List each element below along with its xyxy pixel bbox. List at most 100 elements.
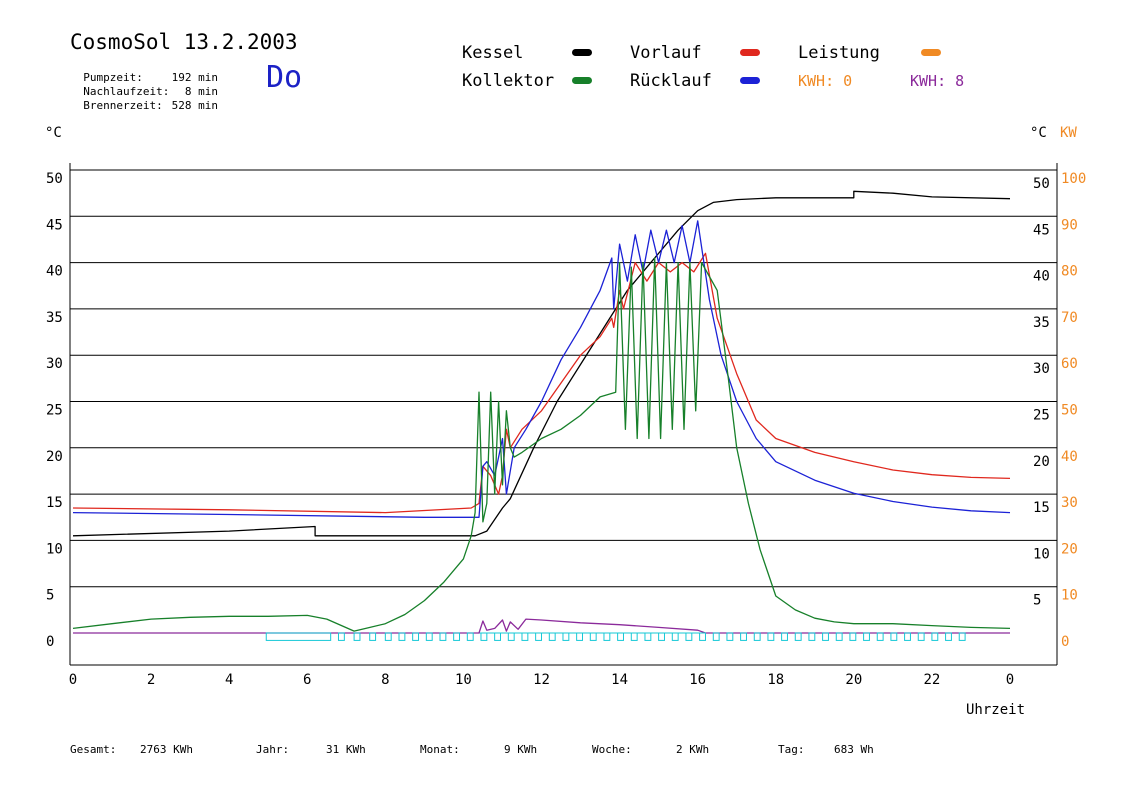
pump-pulse <box>398 632 406 641</box>
footer-monat-label: Monat: <box>420 743 460 756</box>
y-tick-label-left: 10 <box>46 541 63 557</box>
legend-kollektor-label: Kollektor <box>462 71 555 91</box>
info-value: 192 min <box>171 71 218 84</box>
legend-vorlauf-swatch <box>740 49 760 56</box>
footer-gesamt-value: 2763 KWh <box>140 743 193 756</box>
legend-kessel-swatch <box>572 49 592 56</box>
info-value: 8 min <box>184 85 218 98</box>
series-line-kessel <box>72 190 1011 537</box>
series-line-leistung <box>73 618 1010 634</box>
pump-pulse <box>712 632 720 641</box>
pump-pulse <box>439 632 447 641</box>
y-tick-label-right: 35 <box>1033 315 1050 331</box>
footer-woche-label: Woche: <box>592 743 632 756</box>
series-line-rcklauf <box>72 220 1011 518</box>
x-tick-label: 18 <box>767 672 784 688</box>
pump-pulse <box>931 632 939 641</box>
pump-pulse <box>562 632 570 641</box>
legend-leistung-swatch <box>921 49 941 56</box>
x-tick-label: 6 <box>303 672 311 688</box>
pump-pulse <box>480 632 488 641</box>
y2-tick-label: 20 <box>1061 541 1078 557</box>
pump-pulse <box>767 632 775 641</box>
legend-ruecklauf-label: Rücklauf <box>630 71 712 91</box>
footer-jahr-value: 31 KWh <box>326 743 366 756</box>
pump-pulse <box>630 632 638 641</box>
legend-vorlauf-label: Vorlauf <box>630 43 702 63</box>
pump-pulse <box>890 632 898 641</box>
pump-pulse <box>699 632 706 641</box>
pump-pulse <box>265 632 332 641</box>
y2-tick-label: 10 <box>1061 588 1078 604</box>
pump-pulse <box>466 632 474 641</box>
pump-pulse <box>521 632 529 641</box>
footer-gesamt-label: Gesamt: <box>70 743 117 756</box>
y2-tick-label: 90 <box>1061 217 1078 233</box>
pump-pulse <box>576 632 583 641</box>
pump-pulse <box>548 632 556 641</box>
y-tick-label-right: 45 <box>1033 222 1050 238</box>
x-tick-label: 0 <box>1006 672 1014 688</box>
pump-pulse <box>453 632 461 641</box>
y-tick-label-right: 10 <box>1033 546 1050 562</box>
pump-pulse <box>685 632 693 641</box>
y-tick-label-left: 20 <box>46 449 63 465</box>
pump-pulse <box>726 632 734 641</box>
pump-pulse <box>353 632 361 641</box>
pump-pulse <box>740 632 747 641</box>
info-label: Nachlaufzeit: <box>83 85 170 98</box>
pump-pulse <box>671 632 679 641</box>
footer-tag-label: Tag: <box>778 743 805 756</box>
pump-pulse <box>535 632 542 641</box>
y2-tick-label: 30 <box>1061 495 1078 511</box>
chart-title: CosmoSol 13.2.2003 <box>70 30 298 54</box>
pump-pulse <box>822 632 829 641</box>
y-tick-label-left: 40 <box>46 264 63 280</box>
pump-pulse <box>945 632 952 641</box>
pump-pulse <box>412 632 420 641</box>
y-tick-label-left: 30 <box>46 356 63 372</box>
right-axis-unit: °C <box>1030 125 1047 141</box>
y-tick-label-left: 45 <box>46 217 63 233</box>
x-tick-label: 22 <box>923 672 940 688</box>
x-tick-label: 0 <box>69 672 77 688</box>
y-tick-label-left: 0 <box>46 634 54 650</box>
x-tick-label: 12 <box>533 672 550 688</box>
footer-jahr-label: Jahr: <box>256 743 290 756</box>
legend-kwh-solar: KWH: 8 <box>910 72 965 90</box>
pump-pulse <box>617 632 624 641</box>
x-tick-label: 4 <box>225 672 233 688</box>
y2-tick-label: 70 <box>1061 310 1078 326</box>
series-line-kollektor <box>72 257 1011 632</box>
pump-pulse <box>337 632 345 641</box>
legend-ruecklauf-swatch <box>740 77 760 84</box>
info-row-nachlaufzeit: Nachlaufzeit: 8 min <box>70 72 218 98</box>
y2-tick-label: 50 <box>1061 403 1078 419</box>
pump-pulse <box>849 632 857 641</box>
pump-pulse <box>958 632 966 641</box>
info-label: Brennerzeit: <box>83 99 163 112</box>
y2-tick-label: 60 <box>1061 356 1078 372</box>
pump-pulse <box>835 632 843 641</box>
pump-pulse <box>507 632 515 641</box>
y-tick-label-right: 40 <box>1033 269 1050 285</box>
x-tick-label: 2 <box>147 672 155 688</box>
x-tick-label: 16 <box>689 672 706 688</box>
pump-pulse <box>384 632 392 641</box>
pump-pulse <box>876 632 884 641</box>
y2-tick-label: 40 <box>1061 449 1078 465</box>
info-value: 528 min <box>171 99 218 112</box>
x-tick-label: 10 <box>455 672 472 688</box>
x-tick-label: 14 <box>611 672 628 688</box>
y-tick-label-left: 35 <box>46 310 63 326</box>
weekday-label: Do <box>266 60 303 95</box>
y-tick-label-right: 15 <box>1033 500 1050 516</box>
y-tick-label-right: 50 <box>1033 176 1050 192</box>
footer-woche-value: 2 KWh <box>676 743 710 756</box>
y-tick-label-right: 30 <box>1033 361 1050 377</box>
pump-pulse <box>494 632 502 641</box>
info-label: Pumpzeit: <box>83 71 143 84</box>
pump-pulse <box>917 632 925 641</box>
info-row-brennerzeit: Brennerzeit: 528 min <box>70 86 218 112</box>
right-axis-unit-kw: KW <box>1060 125 1077 141</box>
